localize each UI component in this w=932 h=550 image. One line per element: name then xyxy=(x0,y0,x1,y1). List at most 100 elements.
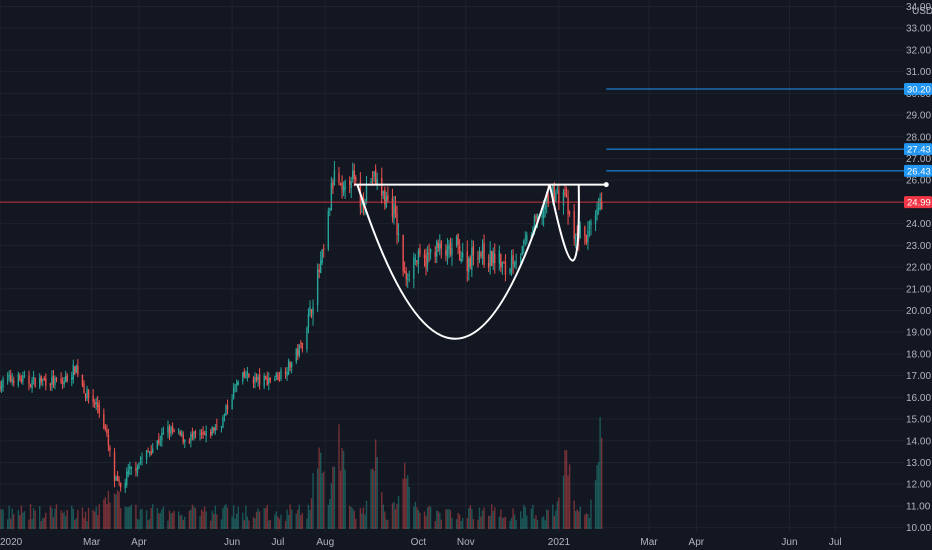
candle-body xyxy=(173,430,175,432)
candle-body xyxy=(17,374,20,386)
time-tick-label: Jul xyxy=(829,537,842,548)
candle-body xyxy=(42,378,44,381)
candle-body xyxy=(436,241,438,257)
candle-body xyxy=(170,427,172,434)
volume-bar xyxy=(268,520,270,529)
grid-lines xyxy=(0,0,904,532)
volume-bar xyxy=(173,510,175,529)
candle-body xyxy=(469,257,472,267)
candle-body xyxy=(92,395,94,402)
candle-body xyxy=(284,371,287,375)
volume-bar xyxy=(225,504,227,529)
volume-bar xyxy=(124,506,126,529)
candle-body xyxy=(437,242,439,249)
candle-body xyxy=(455,236,458,246)
volume-bar xyxy=(95,506,97,529)
volume-bar xyxy=(338,424,340,529)
volume-bar xyxy=(43,517,45,529)
volume-bar xyxy=(451,517,453,529)
volume-bar xyxy=(301,512,304,529)
candle-body xyxy=(585,235,588,243)
candle-body xyxy=(556,188,559,191)
candle-body xyxy=(171,425,174,432)
candle-body xyxy=(205,430,207,436)
volume-bar xyxy=(295,513,297,529)
candle-body xyxy=(425,255,427,269)
candle-body xyxy=(567,197,569,215)
volume-bar xyxy=(397,495,400,529)
volume-bar xyxy=(10,518,12,529)
volume-bar xyxy=(417,510,420,529)
volume-bar xyxy=(93,511,96,529)
volume-bar xyxy=(468,508,470,529)
candle-body xyxy=(32,376,35,379)
level-price-badge xyxy=(904,83,932,96)
candle-body xyxy=(545,193,548,204)
cup-and-handle-drawing[interactable] xyxy=(354,182,609,340)
candle-body xyxy=(428,253,430,255)
candle-body xyxy=(413,257,415,279)
price-badges: 30.20 27.43 26.43 24.99 xyxy=(904,83,932,209)
candle-body xyxy=(223,413,226,416)
volume-bar xyxy=(63,511,65,529)
candle-body xyxy=(417,251,420,265)
candle-body xyxy=(458,245,461,261)
volume-bar xyxy=(39,506,41,529)
volume-bar xyxy=(319,452,322,529)
volume-bar xyxy=(352,508,354,529)
volume-bar xyxy=(234,518,236,529)
volume-bar xyxy=(275,511,278,529)
volume-bar xyxy=(177,511,180,529)
candle-body xyxy=(54,377,56,385)
price-tick-label: 16.00 xyxy=(906,393,931,404)
candle-body xyxy=(214,426,216,431)
candle-body xyxy=(234,385,236,387)
volume-bar xyxy=(2,509,4,529)
candle-body xyxy=(370,180,372,183)
candle-body xyxy=(66,374,68,382)
candle-body xyxy=(588,226,591,228)
volume-bar xyxy=(558,497,560,529)
candle-body xyxy=(373,171,375,177)
volume-bar xyxy=(104,496,107,529)
candle-body xyxy=(161,433,163,441)
volume-bar xyxy=(161,509,163,529)
candle-body xyxy=(74,366,76,375)
volume-bar xyxy=(220,519,223,529)
volume-bar xyxy=(353,510,355,529)
candle-body xyxy=(478,252,481,261)
candle-body xyxy=(289,362,291,368)
candle-body xyxy=(60,378,62,383)
candle-body xyxy=(13,380,15,384)
volume-bar xyxy=(491,504,493,529)
candle-body xyxy=(306,327,308,350)
volume-bar xyxy=(307,504,310,529)
candle-body xyxy=(182,434,184,443)
candle-body xyxy=(462,252,464,258)
candle-body xyxy=(98,405,100,413)
horizontal-levels[interactable] xyxy=(0,88,904,203)
candle-body xyxy=(402,235,404,272)
volume-bar xyxy=(434,521,436,529)
volume-bar xyxy=(437,511,439,529)
volume-bar xyxy=(97,515,99,529)
volume-bar xyxy=(576,509,578,529)
volume-bar xyxy=(316,468,319,529)
volume-bar xyxy=(413,506,415,529)
volume-bar xyxy=(455,519,458,529)
time-axis[interactable] xyxy=(0,532,932,550)
volume-bar xyxy=(536,520,539,529)
volume-bar xyxy=(483,507,485,529)
volume-bar xyxy=(414,501,417,529)
volume-bar xyxy=(266,504,268,529)
volume-bar xyxy=(556,501,559,529)
volume-bar xyxy=(150,508,152,529)
candle-body xyxy=(492,251,494,264)
volume-bar xyxy=(145,510,148,529)
volume-bar xyxy=(478,507,481,529)
candle-body xyxy=(248,373,250,378)
candle-body xyxy=(333,170,336,186)
volume-bar xyxy=(408,486,410,529)
volume-bar xyxy=(214,505,216,529)
